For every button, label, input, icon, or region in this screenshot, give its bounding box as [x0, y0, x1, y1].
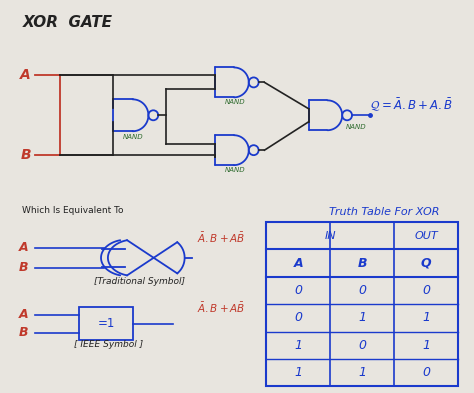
Text: NAND: NAND	[225, 167, 245, 173]
Text: B: B	[357, 257, 367, 270]
Bar	[79, 307, 134, 340]
Text: [ IEEE Symbol ]: [ IEEE Symbol ]	[74, 340, 144, 349]
Text: 1: 1	[294, 366, 302, 379]
Text: $\bar{A}.B+A\bar{B}$: $\bar{A}.B+A\bar{B}$	[197, 231, 246, 245]
Text: NAND: NAND	[346, 124, 366, 130]
Text: [Traditional Symbol]: [Traditional Symbol]	[94, 277, 185, 286]
Text: 1: 1	[422, 339, 430, 352]
Text: 1: 1	[358, 311, 366, 324]
Text: 0: 0	[358, 284, 366, 297]
Text: OUT: OUT	[414, 231, 438, 241]
Text: 0: 0	[422, 284, 430, 297]
Text: XOR  GATE: XOR GATE	[22, 15, 112, 29]
Text: 1: 1	[294, 339, 302, 352]
Text: B: B	[18, 326, 28, 339]
Text: 1: 1	[358, 366, 366, 379]
Text: A: A	[293, 257, 303, 270]
Text: $\bar{A}.B+A\bar{B}$: $\bar{A}.B+A\bar{B}$	[197, 301, 246, 315]
Text: NAND: NAND	[123, 134, 144, 140]
Text: 0: 0	[358, 339, 366, 352]
Text: B: B	[20, 148, 31, 162]
Text: $\mathcal{Q} = \bar{A}.B + A.\bar{B}$: $\mathcal{Q} = \bar{A}.B + A.\bar{B}$	[370, 97, 453, 114]
Text: NAND: NAND	[225, 99, 245, 105]
Text: Which Is Equivalent To: Which Is Equivalent To	[22, 206, 124, 215]
Text: A: A	[18, 241, 28, 254]
Text: B: B	[18, 261, 28, 274]
Text: 0: 0	[294, 311, 302, 324]
Text: Truth Table For XOR: Truth Table For XOR	[329, 207, 439, 217]
Text: A: A	[18, 308, 28, 321]
Bar	[266, 222, 458, 386]
Text: 0: 0	[294, 284, 302, 297]
Text: 0: 0	[422, 366, 430, 379]
Text: IN: IN	[324, 231, 336, 241]
Text: =1: =1	[98, 317, 115, 330]
Text: 1: 1	[422, 311, 430, 324]
Text: A: A	[20, 68, 31, 83]
Text: Q: Q	[421, 257, 431, 270]
